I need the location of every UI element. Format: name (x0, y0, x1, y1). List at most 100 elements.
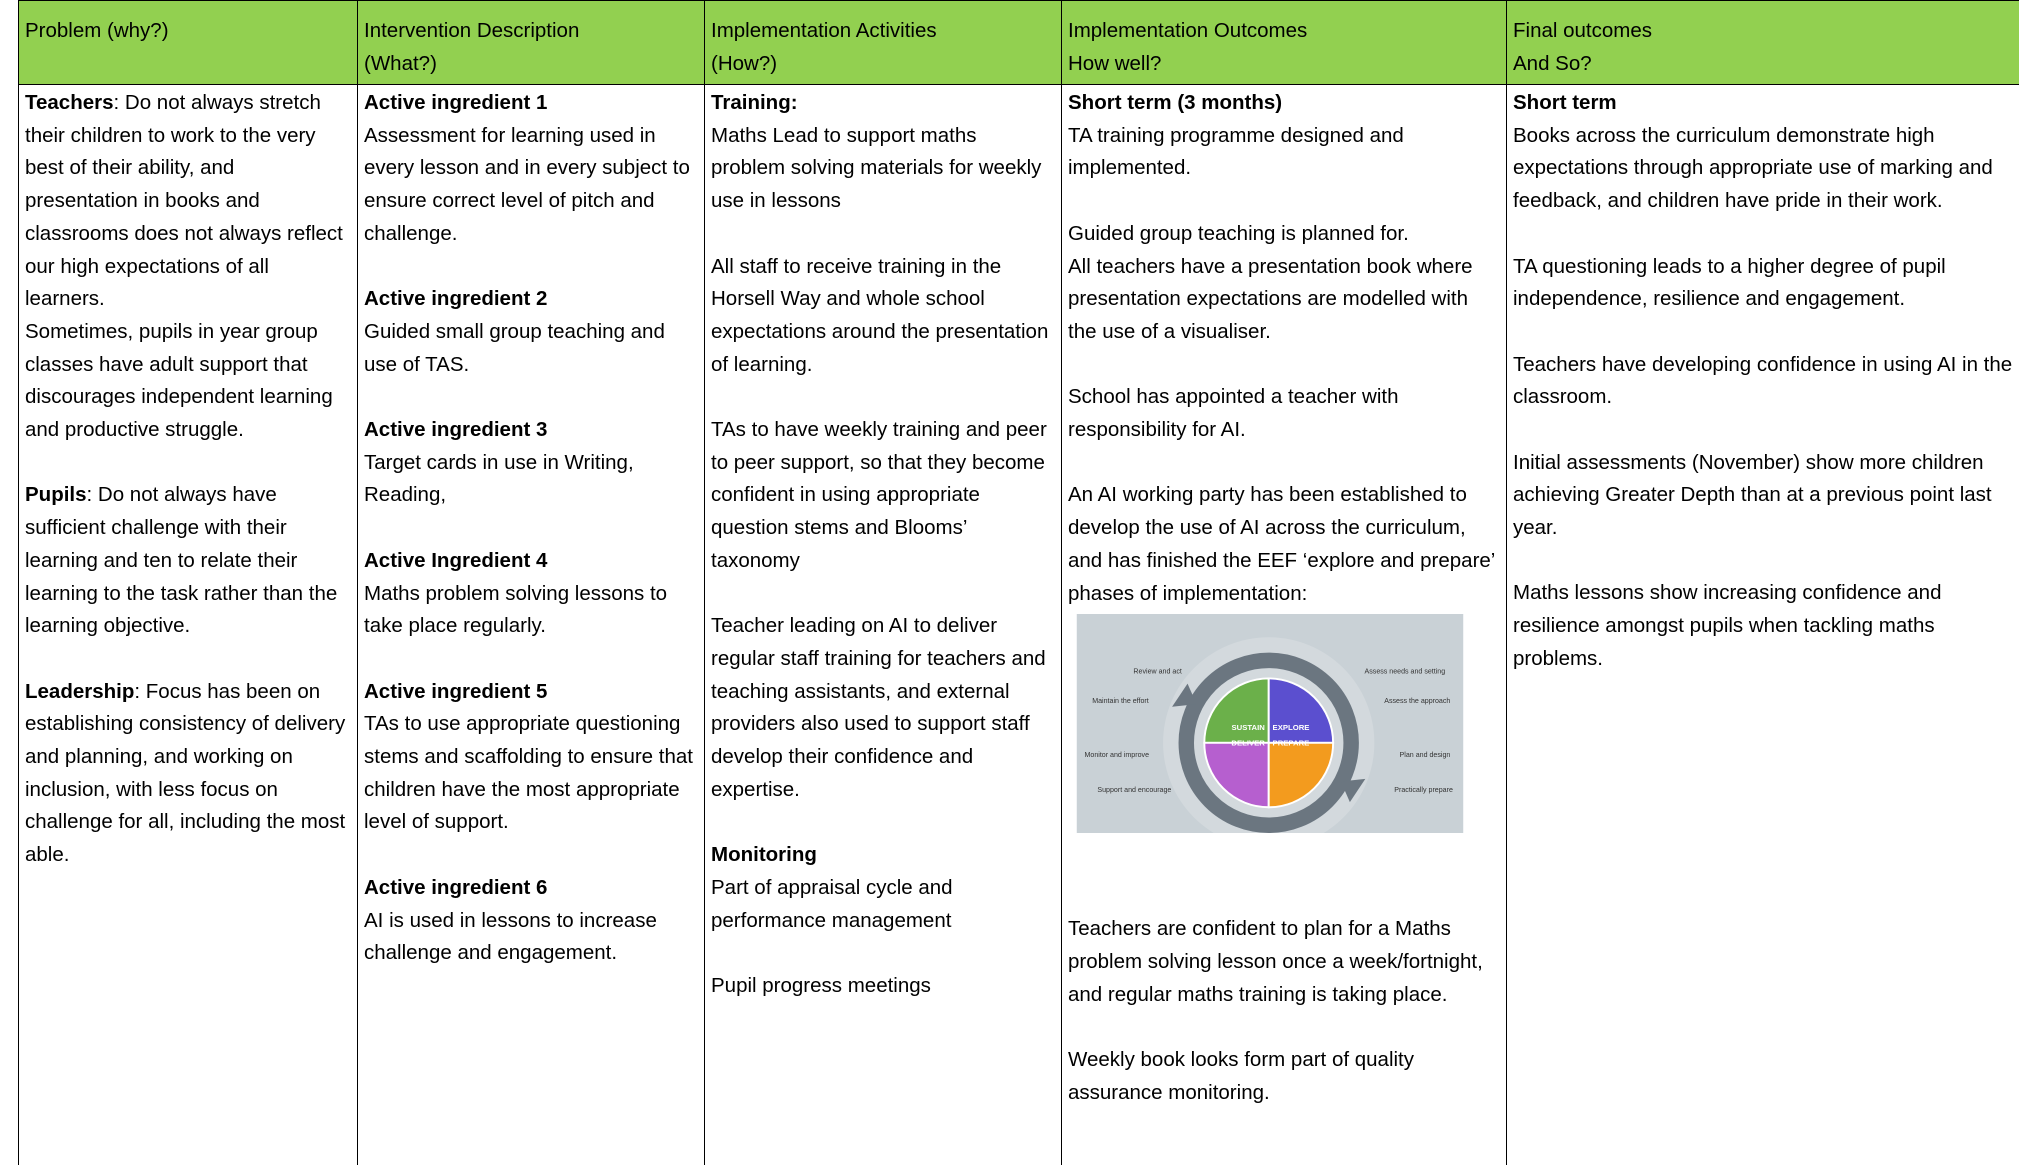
paragraph: Assessment for learning used in every le… (364, 120, 698, 251)
bold-lead: Pupils (25, 483, 87, 507)
paragraph-text: TAs to have weekly training and peer to … (711, 418, 1047, 572)
paragraph: Guided small group teaching and use of T… (364, 316, 698, 381)
text-block: Pupil progress meetings (711, 970, 1055, 1003)
header-line: How well? (1068, 51, 1162, 75)
paragraph-text: TA questioning leads to a higher degree … (1513, 254, 1946, 311)
paragraph: Teachers: Do not always stretch their ch… (25, 87, 351, 316)
text-block: Active ingredient 5 TAs to use appropriat… (364, 676, 698, 840)
paragraph-text: Teachers have developing confidence in u… (1513, 352, 2013, 409)
bold-lead: Active ingredient 2 (364, 287, 548, 311)
phase-label: SUSTAIN (1232, 723, 1266, 732)
text-block: An AI working party has been established… (1068, 479, 1500, 610)
paragraph-text: Teachers are confident to plan for a Mat… (1068, 917, 1483, 1006)
paragraph: Active ingredient 2 (364, 283, 698, 316)
paragraph-text: Part of appraisal cycle and performance … (711, 875, 953, 932)
phase-label: EXPLORE (1273, 723, 1310, 732)
paragraph: Active Ingredient 4 (364, 545, 698, 578)
step-label: Plan and design (1400, 751, 1451, 759)
text-block: Monitoring Part of appraisal cycle and pe… (711, 839, 1055, 937)
text-block: Guided group teaching is planned for. All… (1068, 218, 1500, 349)
text-block: Active ingredient 2 Guided small group te… (364, 283, 698, 381)
header-cell: Final outcomes And So? (1506, 0, 2019, 85)
body-row: Teachers: Do not always stretch their ch… (18, 85, 2019, 1165)
paragraph: TAs to have weekly training and peer to … (711, 414, 1055, 578)
paragraph: Initial assessments (November) show more… (1513, 447, 2013, 545)
paragraph-text: TAs to use appropriate questioning stems… (364, 712, 693, 834)
cycle-ring (1178, 652, 1359, 834)
paragraph: Guided group teaching is planned for. (1068, 218, 1500, 251)
phase-quadrant (1203, 742, 1270, 809)
phase-quadrant (1267, 742, 1335, 809)
paragraph-text: : Do not always have sufficient challeng… (25, 483, 338, 638)
paragraph-text: Target cards in use in Writing, Reading, (364, 450, 634, 507)
paragraph-text: : Focus has been on establishing consist… (25, 679, 346, 867)
paragraph-text: Weekly book looks form part of quality a… (1068, 1048, 1414, 1104)
paragraph-text: Guided group teaching is planned for. (1068, 221, 1409, 245)
header-line: (How?) (711, 51, 778, 75)
paragraph-text: Pupil progress meetings (711, 973, 931, 997)
text-block: Active ingredient 1 Assessment for learni… (364, 87, 698, 251)
paragraph: Active ingredient 6 (364, 872, 698, 905)
paragraph: Maths problem solving lessons to take pl… (364, 578, 698, 643)
body-cell: Short term (3 months) TA training program… (1061, 85, 1506, 1165)
bold-lead: Active ingredient 3 (364, 418, 548, 441)
step-label: Monitor and improve (1084, 751, 1149, 759)
phase-quadrant (1267, 677, 1335, 744)
text-block: Teacher leading on AI to deliver regular… (711, 610, 1055, 806)
paragraph: TAs to use appropriate questioning stems… (364, 708, 698, 839)
header-cell: Problem (why?) (18, 0, 357, 85)
text-block: Maths lessons show increasing confidence… (1513, 577, 2013, 675)
paragraph-text: Assessment for learning used in every le… (364, 123, 690, 245)
header-cell: Implementation Outcomes How well? (1061, 0, 1506, 85)
body-cell: Active ingredient 1 Assessment for learni… (357, 85, 704, 1165)
text-block: School has appointed a teacher with resp… (1068, 381, 1500, 446)
paragraph: An AI working party has been established… (1068, 479, 1500, 610)
paragraph: Target cards in use in Writing, Reading, (364, 447, 698, 512)
paragraph: Teacher leading on AI to deliver regular… (711, 610, 1055, 806)
paragraph: Teachers have developing confidence in u… (1513, 349, 2013, 414)
paragraph: Active ingredient 3 (364, 414, 698, 447)
text-block: Active ingredient 6 AI is used in lessons… (364, 872, 698, 970)
text-block: Teachers have developing confidence in u… (1513, 349, 2013, 414)
paragraph: Monitoring (711, 839, 1055, 872)
paragraph: All teachers have a presentation book wh… (1068, 251, 1500, 349)
paragraph: TA training programme designed and imple… (1068, 120, 1500, 185)
bold-lead: Monitoring (711, 843, 817, 867)
bold-lead: Active Ingredient 4 (364, 548, 548, 572)
text-block: Leadership: Focus has been on establishi… (25, 676, 351, 872)
body-cell: Teachers: Do not always stretch their ch… (18, 85, 357, 1165)
paragraph-text: All staff to receive training in the Hor… (711, 254, 1049, 376)
text-block: Teachers are confident to plan for a Mat… (1068, 913, 1500, 1011)
paragraph-text: Maths problem solving lessons to take pl… (364, 581, 668, 638)
bold-lead: Active ingredient 1 (364, 91, 548, 114)
text-block: TAs to have weekly training and peer to … (711, 414, 1055, 578)
paragraph: Short term (1513, 87, 2013, 120)
paragraph: Sometimes, pupils in year group classes … (25, 316, 351, 447)
step-label: Assess the approach (1384, 697, 1450, 705)
text-block: Short term (3 months) TA training program… (1068, 87, 1500, 185)
paragraph: Short term (3 months) (1068, 87, 1500, 120)
header-line: Final outcomes (1513, 19, 1653, 42)
paragraph: Books across the curriculum demonstrate … (1513, 120, 2013, 218)
paragraph-text: An AI working party has been established… (1068, 483, 1495, 605)
implementation-diagram: SUSTAIN EXPLORE DELIVER PREPARE Review and a… (1076, 614, 1464, 834)
step-label: Assess needs and setting (1365, 667, 1446, 675)
paragraph-text: Initial assessments (November) show more… (1513, 450, 1992, 540)
paragraph-text: Books across the curriculum demonstrate … (1513, 123, 1993, 213)
arrow (1172, 683, 1197, 707)
text-block: Teachers: Do not always stretch their ch… (25, 87, 351, 447)
step-label: Maintain the effort (1092, 697, 1149, 705)
paragraph: Maths Lead to support maths problem solv… (711, 120, 1055, 218)
paragraph-text: Guided small group teaching and use of T… (364, 319, 665, 376)
paragraph-text: Sometimes, pupils in year group classes … (25, 319, 333, 442)
bold-lead: Teachers (25, 91, 114, 114)
text-block: Initial assessments (November) show more… (1513, 447, 2013, 545)
paragraph-text: All teachers have a presentation book wh… (1068, 254, 1473, 343)
paragraph: Pupil progress meetings (711, 970, 1055, 1003)
text-block: Active Ingredient 4 Maths problem solving… (364, 545, 698, 643)
paragraph-text: Maths lessons show increasing confidence… (1513, 581, 1942, 670)
phase-label: PREPARE (1273, 739, 1310, 748)
paragraph-text: : Do not always stretch their children t… (25, 91, 343, 311)
paragraph: AI is used in lessons to increase challe… (364, 905, 698, 970)
document: Problem (why?) Intervention Description (W… (18, 0, 2019, 1165)
